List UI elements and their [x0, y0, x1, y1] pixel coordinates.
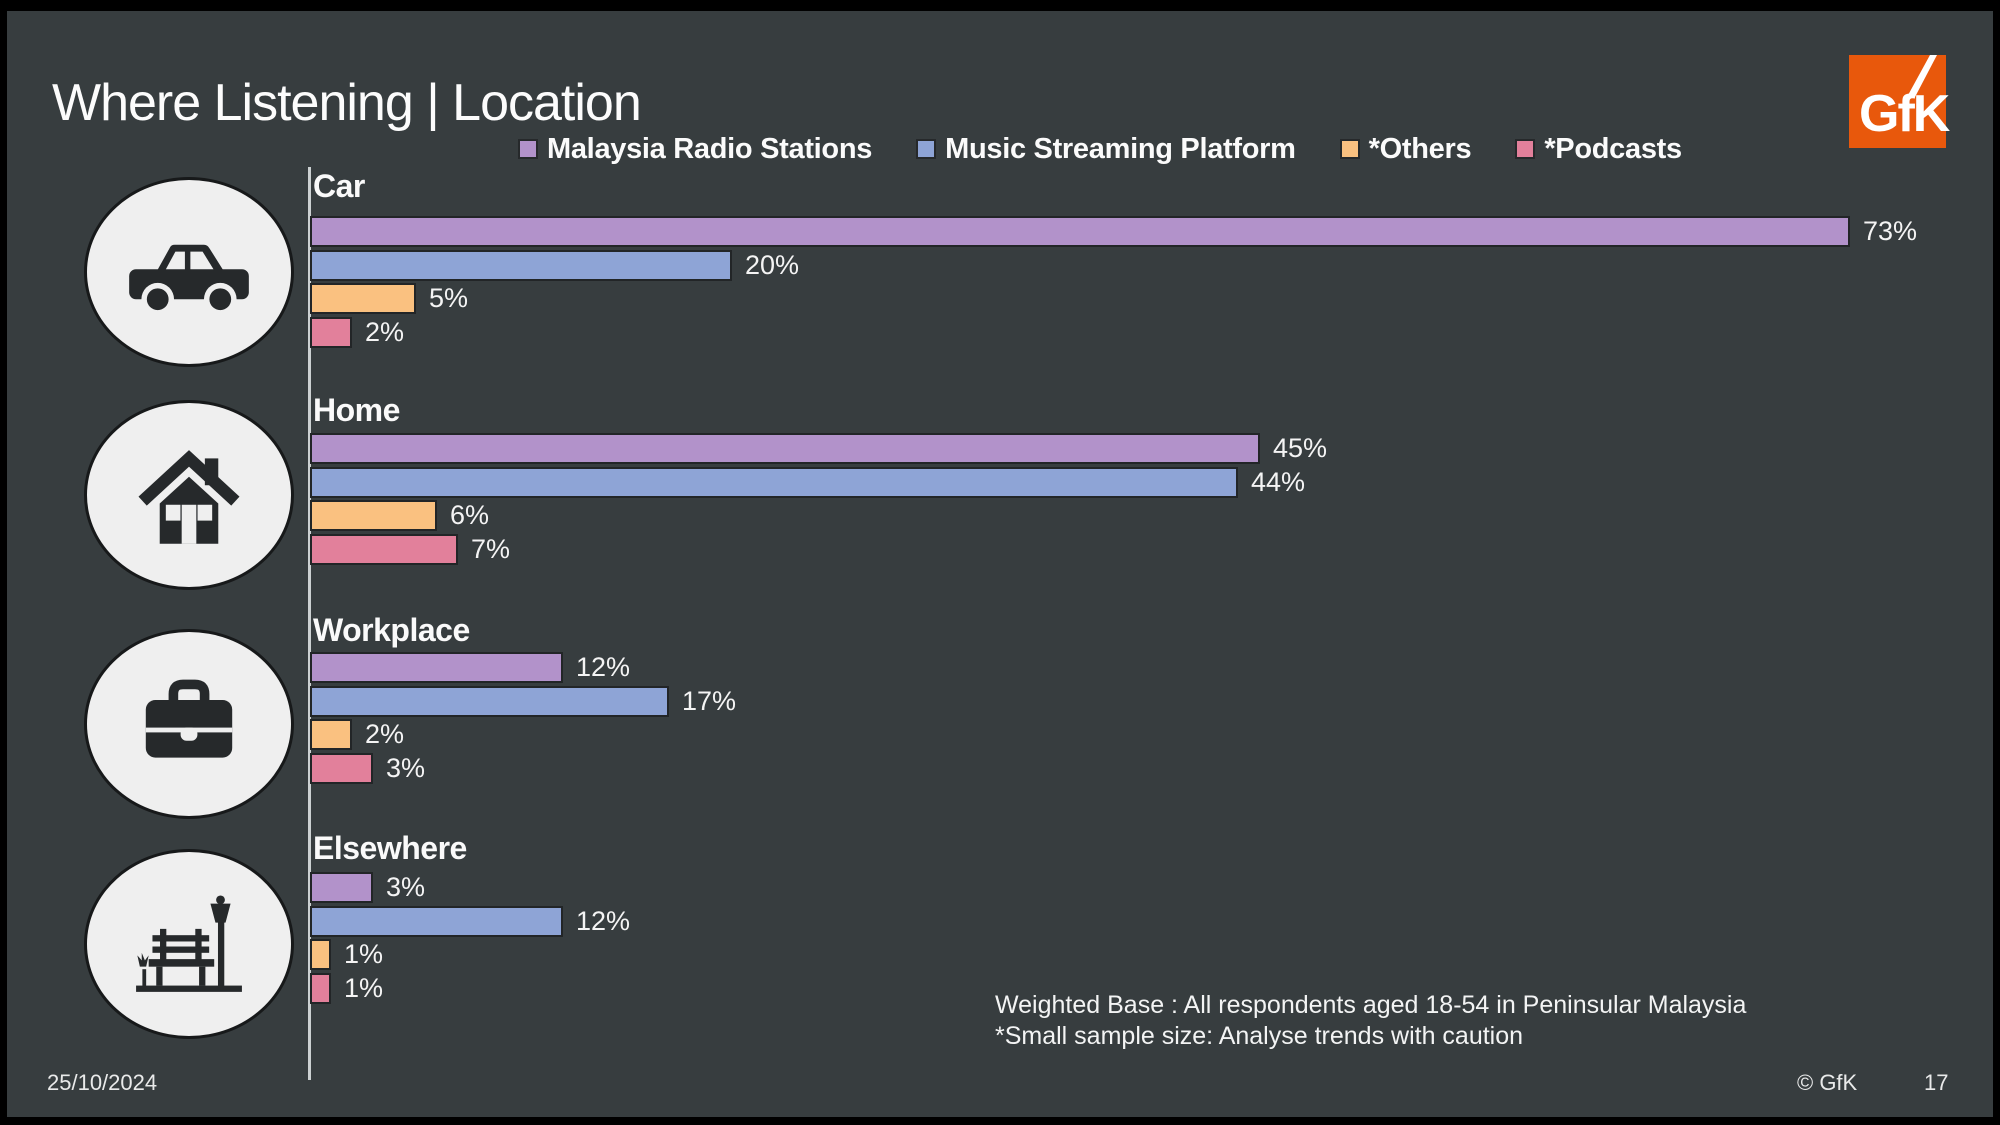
bar-workplace-music-streaming-platform	[310, 686, 669, 717]
bar-value-car-music-streaming-platform: 20%	[745, 250, 800, 280]
footnotes: Weighted Base : All respondents aged 18-…	[995, 990, 1746, 1052]
bar-value-workplace-others: 2%	[365, 719, 405, 749]
bar-value-car-others: 5%	[429, 283, 469, 313]
footer-page-number: 17	[1924, 1070, 1949, 1095]
bar-workplace-podcasts	[310, 753, 373, 784]
bar-value-car-malaysia-radio-stations: 73%	[1863, 216, 1918, 246]
bar-value-workplace-podcasts: 3%	[386, 753, 426, 783]
legend-swatch-others	[1339, 139, 1360, 159]
bar-value-home-malaysia-radio-stations: 45%	[1273, 433, 1328, 463]
bar-value-workplace-music-streaming-platform: 17%	[682, 686, 737, 716]
bar-value-car-podcasts: 2%	[365, 317, 405, 347]
legend-label-others: *Others	[1368, 132, 1472, 165]
bar-elsewhere-malaysia-radio-stations	[310, 872, 373, 903]
footnote-weighted-base: Weighted Base : All respondents aged 18-…	[995, 991, 1747, 1019]
bar-value-home-music-streaming-platform: 44%	[1251, 467, 1306, 497]
page-title: Where Listening | Location	[52, 73, 642, 132]
legend-item-others: *Others	[1339, 132, 1472, 166]
category-label-workplace: Workplace	[313, 612, 470, 648]
house-icon	[138, 450, 240, 544]
briefcase-icon	[145, 679, 233, 758]
park-bench-icon	[136, 895, 242, 992]
legend-swatch-malaysia-radio-stations	[518, 139, 538, 159]
category-label-car: Car	[313, 168, 365, 204]
frame-left	[0, 0, 7, 1125]
bar-value-workplace-malaysia-radio-stations: 12%	[576, 652, 631, 682]
legend-swatch-music-streaming-platform	[916, 139, 937, 159]
bar-elsewhere-music-streaming-platform	[310, 906, 563, 937]
briefcase-icon-circle	[84, 629, 294, 819]
legend-label-malaysia-radio-stations: Malaysia Radio Stations	[547, 132, 873, 165]
bar-value-elsewhere-music-streaming-platform: 12%	[576, 906, 631, 936]
frame-right	[1993, 0, 2000, 1125]
frame-bottom	[0, 1117, 2000, 1125]
park-bench-icon-circle	[84, 849, 294, 1039]
footer-copyright: © GfK	[1797, 1070, 1858, 1095]
gfk-logo-text: GfK	[1859, 85, 1951, 143]
bar-home-podcasts	[310, 534, 458, 565]
car-icon	[129, 244, 249, 316]
gfk-logo: GfK	[1849, 55, 1953, 148]
category-label-elsewhere: Elsewhere	[313, 830, 467, 866]
bar-workplace-malaysia-radio-stations	[310, 652, 563, 683]
car-icon-circle	[84, 177, 294, 367]
legend-item-malaysia-radio-stations: Malaysia Radio Stations	[518, 133, 872, 166]
frame-top	[0, 0, 2000, 11]
legend-swatch-podcasts	[1515, 139, 1536, 159]
bar-car-malaysia-radio-stations	[310, 216, 1850, 247]
bar-home-music-streaming-platform	[310, 467, 1238, 498]
legend: Malaysia Radio Stations Music Streaming P…	[518, 131, 1682, 167]
legend-item-music-streaming-platform: Music Streaming Platform	[916, 133, 1296, 166]
category-label-home: Home	[313, 392, 400, 428]
bar-elsewhere-others	[310, 939, 331, 970]
bar-car-podcasts	[310, 317, 352, 348]
house-icon-circle	[84, 400, 294, 590]
bar-value-home-others: 6%	[450, 500, 490, 530]
bar-home-malaysia-radio-stations	[310, 433, 1260, 464]
bar-value-elsewhere-others: 1%	[344, 939, 384, 969]
legend-label-podcasts: *Podcasts	[1544, 132, 1682, 165]
bar-elsewhere-podcasts	[310, 973, 331, 1004]
footnote-small-sample: *Small sample size: Analyse trends with …	[995, 1022, 1524, 1050]
gfk-logo-square	[1849, 55, 1946, 148]
bar-value-elsewhere-malaysia-radio-stations: 3%	[386, 872, 426, 902]
gfk-logo-slash	[1907, 55, 1937, 97]
bar-home-others	[310, 500, 437, 531]
bar-workplace-others	[310, 719, 352, 750]
footer-date: 25/10/2024	[47, 1070, 158, 1095]
legend-label-music-streaming-platform: Music Streaming Platform	[945, 132, 1296, 165]
bar-value-elsewhere-podcasts: 1%	[344, 973, 384, 1003]
axis-line	[308, 167, 311, 1080]
bar-value-home-podcasts: 7%	[471, 534, 511, 564]
legend-item-podcasts: *Podcasts	[1515, 133, 1682, 166]
bar-car-others	[310, 283, 416, 314]
bar-car-music-streaming-platform	[310, 250, 732, 281]
